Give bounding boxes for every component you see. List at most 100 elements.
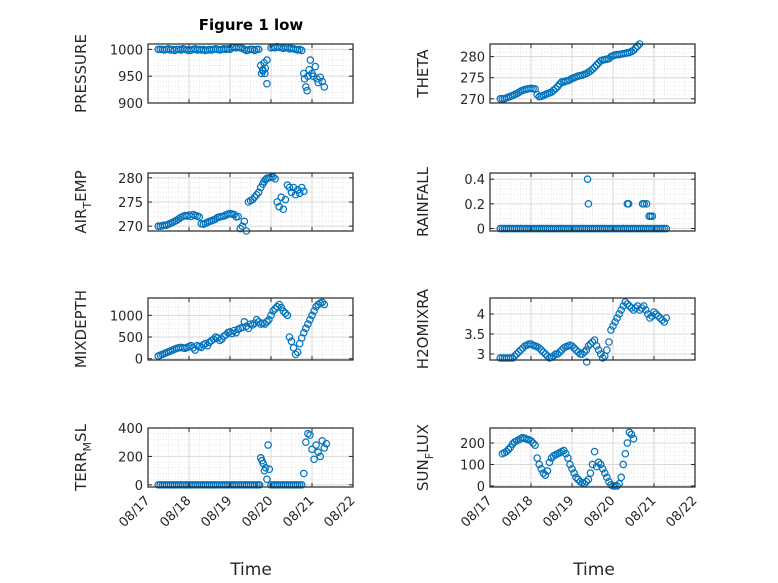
data-point [283, 311, 292, 320]
data-point [535, 460, 544, 469]
data-point [631, 44, 640, 53]
data-point [572, 473, 580, 482]
y-tick-label: 0.4 [464, 173, 485, 188]
axes-frame [147, 427, 354, 488]
data-markers [498, 428, 638, 490]
data-point [621, 298, 630, 306]
y-tick-label: 0 [135, 353, 143, 368]
data-point [590, 447, 599, 456]
axes-frame [489, 297, 696, 361]
x-tick-label: 08/22 [321, 493, 358, 530]
data-point [613, 482, 621, 490]
data-point [267, 311, 275, 320]
data-point [611, 482, 619, 490]
data-point [308, 445, 316, 454]
data-point [250, 481, 259, 489]
data-point [273, 302, 281, 311]
data-point [310, 307, 318, 315]
data-point [299, 187, 308, 196]
data-point [537, 346, 546, 354]
data-point [531, 441, 539, 449]
data-markers [496, 40, 644, 103]
subplot-h2omixra: 3 3.5 4 H2OMIXRA [414, 288, 696, 369]
data-point [662, 224, 671, 233]
data-point [252, 190, 261, 199]
data-point [273, 198, 281, 206]
axes-frame [489, 427, 696, 488]
data-point [316, 73, 325, 82]
data-point [174, 215, 183, 223]
data-point [269, 173, 277, 181]
data-point [539, 348, 548, 356]
data-point [303, 86, 311, 95]
data-point [623, 439, 632, 447]
data-point [281, 309, 290, 317]
y-axis-label-main: THETA [414, 49, 432, 99]
data-point [240, 217, 249, 226]
y-axis-label-main: MIXDEPTH [72, 290, 90, 368]
data-point [299, 328, 308, 337]
data-point [291, 190, 300, 199]
y-axis-label-main: TERR [72, 451, 90, 492]
data-point [555, 80, 564, 88]
figure-title: Figure 1 low [199, 16, 304, 34]
data-point [269, 307, 277, 315]
data-markers [154, 429, 331, 489]
data-point [541, 471, 550, 480]
data-point [596, 350, 605, 358]
y-tick-label: 0 [135, 479, 143, 494]
data-point [238, 222, 247, 230]
data-point [304, 320, 312, 328]
y-axis-label-main: RAINFALL [414, 166, 432, 237]
data-point [234, 212, 243, 221]
data-point [582, 346, 591, 354]
data-point [252, 45, 261, 54]
y-axis-label: H2OMIXRA [414, 288, 432, 369]
y-axis-label-main: SUN [414, 459, 432, 491]
data-point [594, 346, 603, 354]
data-point [283, 181, 292, 189]
data-point [263, 79, 271, 88]
data-point [322, 439, 331, 448]
data-point [277, 193, 286, 201]
data-point [244, 198, 253, 206]
y-tick-label: 100 [460, 458, 485, 473]
subplot-mixdepth: 0 500 1000 MIXDEPTH [72, 290, 354, 368]
data-point [264, 441, 272, 449]
data-point [629, 434, 638, 443]
data-point [297, 46, 306, 55]
data-point [625, 428, 634, 437]
data-point [314, 448, 322, 456]
data-point [289, 183, 298, 192]
data-point [320, 300, 329, 309]
data-markers [154, 298, 329, 360]
y-axis-label: TERRMSL [72, 423, 94, 492]
data-point [302, 324, 310, 333]
data-point [605, 338, 613, 346]
y-tick-label: 400 [118, 422, 143, 437]
data-point [553, 350, 562, 358]
data-point [285, 333, 294, 341]
y-axis-label-subscript: M [81, 442, 94, 452]
data-point [658, 316, 667, 324]
data-point [639, 302, 648, 310]
data-point [293, 481, 302, 489]
y-tick-label: 3 [477, 348, 485, 363]
data-point [297, 183, 306, 192]
x-tick-label: 08/20 [239, 493, 276, 530]
subplot-airtemp: 270 275 280 AIRTEMP [72, 170, 354, 235]
data-point [648, 212, 657, 220]
data-point [502, 447, 511, 456]
plot-area [490, 173, 695, 231]
data-point [257, 69, 266, 78]
data-point [640, 200, 648, 208]
data-point [611, 318, 619, 326]
data-point [527, 437, 535, 445]
data-point [318, 298, 327, 307]
data-point [572, 346, 580, 354]
data-point [506, 354, 515, 362]
data-point [201, 339, 210, 348]
data-point [236, 224, 245, 233]
data-point [568, 342, 576, 350]
